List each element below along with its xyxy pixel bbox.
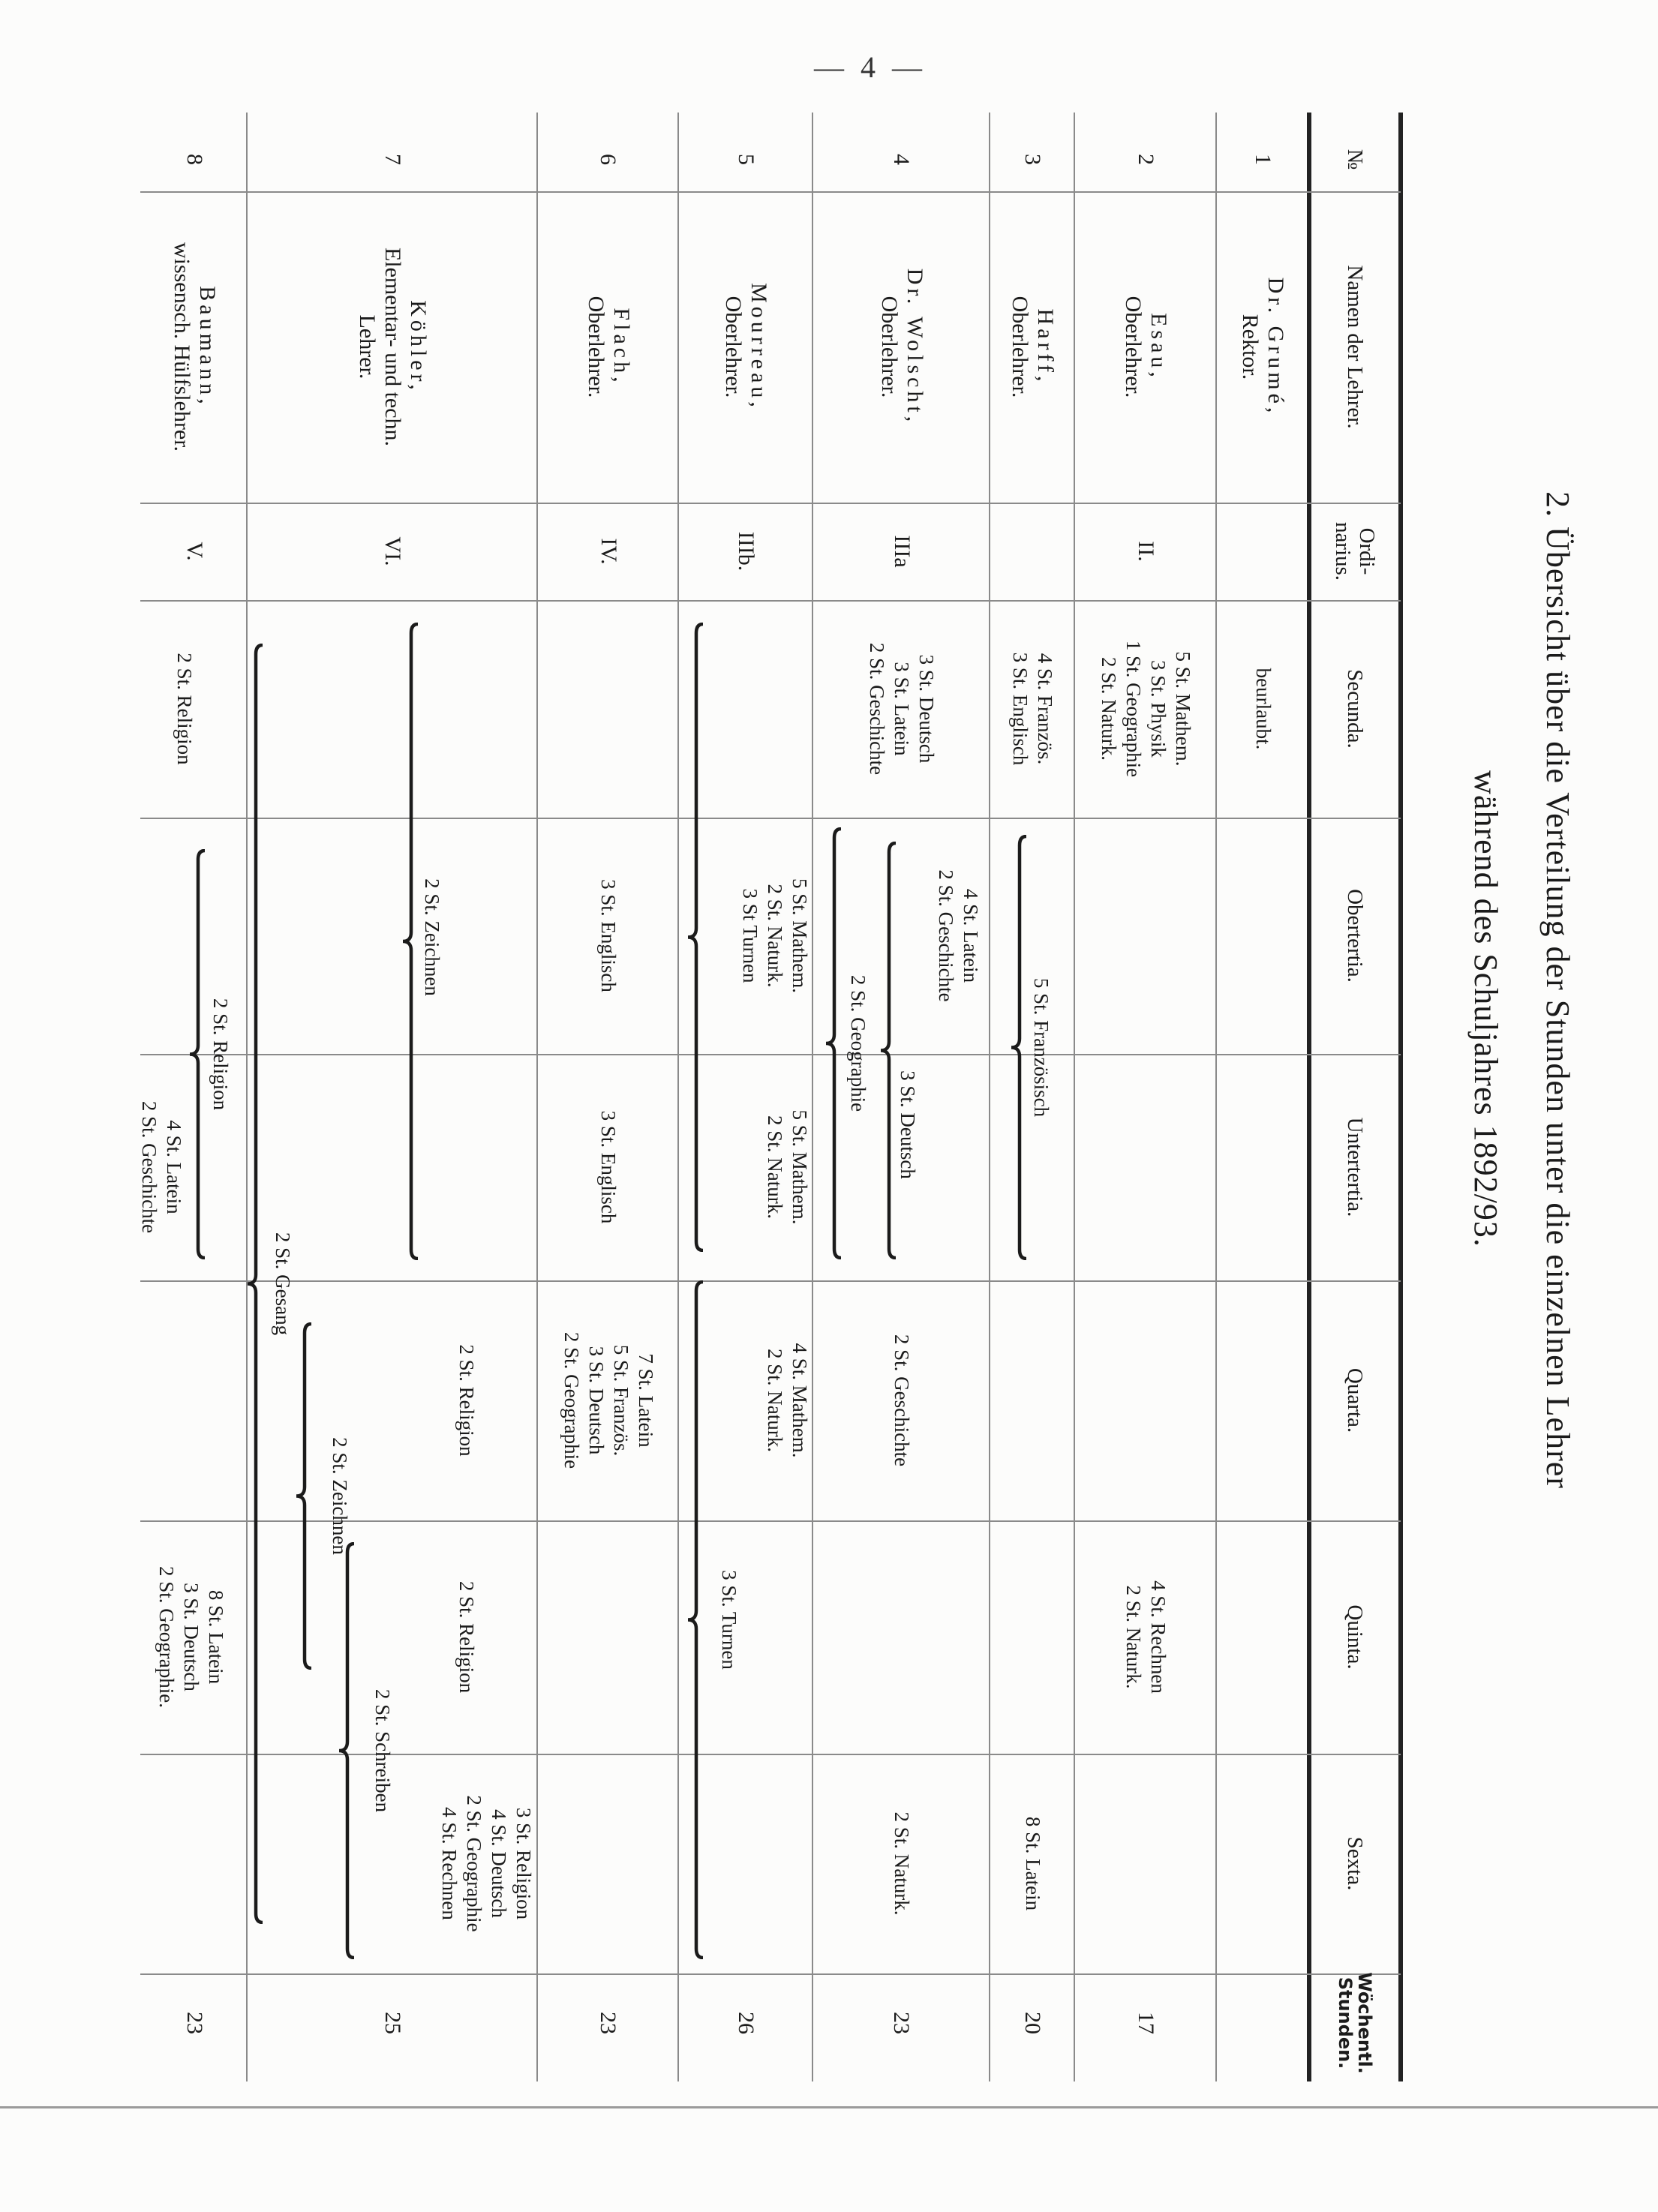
row-5-quarta: 4 St. Mathem. 2 St. Naturk. xyxy=(764,1343,811,1458)
row-1-secunda: beurlaubt. xyxy=(1252,668,1275,750)
header-quarta: Quarta. xyxy=(1343,1367,1367,1433)
row-7-total: 25 xyxy=(380,2012,405,2034)
row-2-nr: 2 xyxy=(1134,154,1158,165)
row-2-name: Esau, Oberlehrer. xyxy=(1121,296,1172,398)
row-4-ordinarius: IIIa xyxy=(890,535,915,568)
row-4-name: Dr. Wolscht, Oberlehrer. xyxy=(877,268,927,426)
column-divider xyxy=(140,1754,1401,1755)
header-untertertia: Untertertia. xyxy=(1343,1117,1367,1217)
row-2-ordinarius: II. xyxy=(1134,541,1159,562)
row-4-total: 23 xyxy=(889,2012,915,2034)
brace-icon xyxy=(1011,835,1027,1260)
row-7-span-label: 2 St. Zeichnen xyxy=(329,1437,351,1555)
brace-stroke xyxy=(1011,835,1027,1260)
row-2-quinta: 4 St. Rechnen 2 St. Naturk. xyxy=(1122,1580,1170,1694)
row-7-quinta: 2 St. Religion xyxy=(455,1580,478,1694)
row-5-total: 26 xyxy=(734,2012,758,2034)
row-4-sexta: 2 St. Naturk. xyxy=(891,1811,914,1916)
brace-stroke xyxy=(189,849,206,1259)
brace-icon xyxy=(189,849,206,1259)
row-4-span-label: 3 St. Deutsch xyxy=(897,1070,919,1179)
row-5-name: Mourreau, Oberlehrer. xyxy=(721,283,772,411)
row-5-span-label: 3 St Turnen xyxy=(739,888,761,983)
brace-stroke xyxy=(247,644,263,1924)
row-4-obertertia: 4 St. Latein 2 St. Geschichte xyxy=(935,869,982,1002)
brace-stroke xyxy=(825,827,842,1259)
brace-stroke xyxy=(880,842,897,1259)
row-2-total: 17 xyxy=(1134,2012,1158,2034)
row-3-nr: 3 xyxy=(1020,154,1045,165)
row-2-secunda: 5 St. Mathem. 3 St. Physik 1 St. Geographi… xyxy=(1098,640,1195,778)
row-8-name: Baumann, wissensch. Hülfslehrer. xyxy=(170,242,221,452)
row-7-ordinarius: VI. xyxy=(380,536,406,566)
brace-stroke xyxy=(402,623,419,1260)
row-7-quarta: 2 St. Religion xyxy=(455,1344,478,1457)
row-6-nr: 6 xyxy=(596,154,621,165)
row-4-nr: 4 xyxy=(889,154,915,165)
brace-stroke xyxy=(338,1542,355,1959)
row-7-name: Köhler, Elementar- und techn. Lehrer. xyxy=(355,247,431,447)
row-7-span-label: 2 St. Zeichnen xyxy=(421,878,443,996)
row-3-sexta: 8 St. Latein xyxy=(1022,1816,1044,1911)
title-line-2: während des Schuljahres 1892/93. xyxy=(1467,770,1504,1247)
brace-icon xyxy=(296,1322,312,1670)
row-8-quinta: 8 St. Latein 3 St. Deutsch 2 St. Geographi… xyxy=(155,1566,227,1708)
header-obertertia: Obertertia. xyxy=(1343,889,1367,983)
brace-icon xyxy=(402,623,419,1260)
row-6-name: Flach, Oberlehrer. xyxy=(584,296,634,398)
header-nr: № xyxy=(1343,149,1367,170)
row-6-ordinarius: IV. xyxy=(596,538,621,565)
row-1-nr: 1 xyxy=(1251,154,1275,165)
row-8-nr: 8 xyxy=(182,154,207,165)
brace-stroke xyxy=(687,623,704,1252)
brace-icon xyxy=(880,842,897,1259)
brace-stroke xyxy=(296,1322,312,1670)
brace-icon xyxy=(247,644,263,1924)
header-name: Namen der Lehrer. xyxy=(1343,265,1367,429)
row-5-ordinarius: IIIb. xyxy=(734,531,759,572)
row-8-ordinarius: V. xyxy=(182,542,208,561)
row-3-name: Harff, Oberlehrer. xyxy=(1008,296,1059,398)
row-4-quarta: 2 St. Geschichte xyxy=(891,1334,914,1467)
row-6-total: 23 xyxy=(596,2012,621,2034)
row-5-obertertia: 5 St. Mathem. 2 St. Naturk. xyxy=(764,878,811,993)
scan-edge-line xyxy=(0,2106,1658,2108)
row-8-span-label: 2 St. Religion xyxy=(209,998,232,1111)
header-ordinarius: Ordi-narius. xyxy=(1331,521,1379,581)
brace-icon xyxy=(825,827,842,1259)
row-3-span-label: 5 St. Französisch xyxy=(1030,977,1053,1118)
row-7-span-label: 2 St. Gesang xyxy=(272,1232,294,1336)
row-4-span-label: 2 St. Geographie xyxy=(847,974,870,1112)
row-3-secunda: 4 St. Französ. 3 St. Englisch xyxy=(1009,652,1057,766)
brace-icon xyxy=(687,1280,704,1959)
row-7-sexta: 3 St. Religion 4 St. Deutsch 2 St. Geograp… xyxy=(438,1795,535,1932)
page-number: — 4 — xyxy=(814,50,927,84)
title-line-1: 2. Übersicht über die Verteilung der Stu… xyxy=(1539,491,1576,1489)
header-quinta: Quinta. xyxy=(1343,1604,1367,1670)
brace-stroke xyxy=(687,1280,704,1959)
row-6-quarta: 7 St. Latein 5 St. Französ. 3 St. Deutsch 2… xyxy=(560,1331,657,1469)
row-6-obertertia: 3 St. Englisch xyxy=(597,879,620,992)
row-3-total: 20 xyxy=(1020,2012,1045,2034)
header-secunda: Secunda. xyxy=(1343,669,1367,749)
header-sexta: Sexta. xyxy=(1343,1836,1367,1891)
row-5-untertertia: 5 St. Mathem. 2 St. Naturk. xyxy=(764,1109,811,1225)
row-1-name: Dr. Grumé, Rektor. xyxy=(1238,277,1289,417)
brace-icon xyxy=(338,1542,355,1959)
row-5-span-label: 3 St. Turnen xyxy=(718,1570,740,1670)
row-8-secunda: 2 St. Religion xyxy=(173,653,196,765)
row-8-total: 23 xyxy=(182,2012,207,2034)
row-7-span-label: 2 St. Schreiben xyxy=(371,1688,394,1813)
row-8-untertertia: 4 St. Latein 2 St. Geschichte xyxy=(138,1100,185,1234)
row-7-nr: 7 xyxy=(380,154,405,165)
header-total: Wöchentl. Stunden. xyxy=(1335,1972,1375,2074)
row-5-nr: 5 xyxy=(734,154,758,165)
brace-icon xyxy=(687,623,704,1252)
row-4-secunda: 3 St. Deutsch 3 St. Latein 2 St. Geschicht… xyxy=(866,642,939,776)
row-6-untertertia: 3 St. Englisch xyxy=(597,1110,620,1224)
